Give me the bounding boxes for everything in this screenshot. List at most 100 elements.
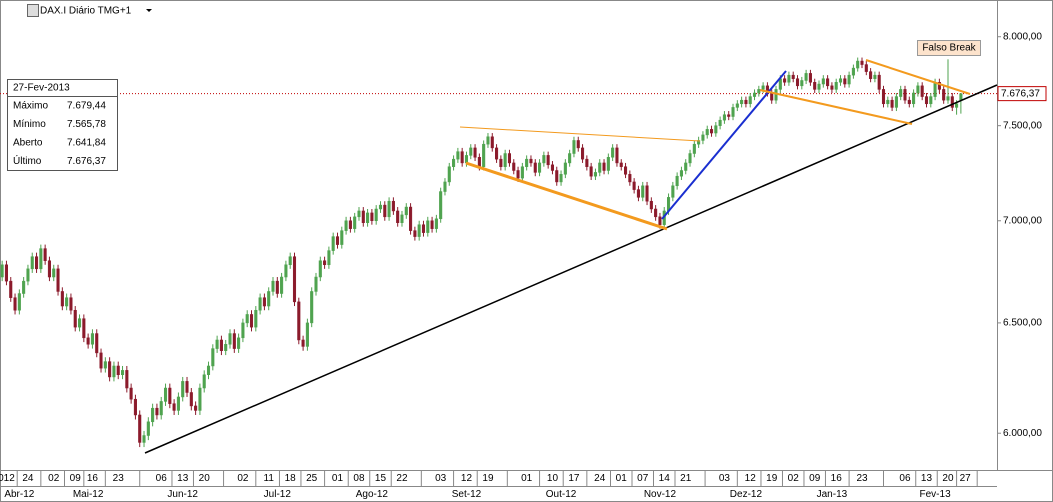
candle-body [869, 71, 873, 79]
candle-body [52, 268, 56, 278]
candle-body [473, 147, 477, 158]
candle-body [533, 162, 537, 173]
candle-body [60, 291, 64, 307]
candle-body [452, 158, 456, 167]
candle-body [791, 74, 795, 79]
candle-body [138, 414, 142, 443]
candle-body [99, 352, 103, 369]
candle-body [886, 99, 890, 105]
candle-body [606, 157, 610, 171]
candle-body [249, 314, 254, 328]
candle-body [73, 309, 77, 328]
candle-body [370, 212, 374, 222]
candle-body [826, 78, 830, 87]
x-tick-label: 03 [435, 473, 447, 484]
x-tick-label: 19 [766, 473, 778, 484]
candle-body [108, 361, 112, 378]
candle-body [821, 78, 825, 85]
x-tick-label: 17 [568, 473, 580, 484]
x-tick-label: 02 [237, 473, 249, 484]
dropdown-arrow[interactable] [146, 9, 152, 12]
candle-body [194, 405, 198, 411]
candle-body [722, 114, 726, 121]
candle-body [176, 396, 180, 411]
month-label: Ago-12 [356, 489, 389, 500]
candle-body [47, 260, 51, 278]
candle-body [955, 103, 959, 108]
candle-body [499, 158, 503, 167]
month-label: Jul-12 [264, 489, 292, 500]
candle-body [632, 181, 636, 190]
candle-body [525, 158, 529, 167]
x-tick-label: 09 [70, 473, 82, 484]
candle-body [434, 218, 438, 229]
candle-body [581, 147, 585, 160]
candle-body [477, 157, 481, 167]
candle-body [538, 162, 542, 173]
candle-body [679, 170, 683, 177]
candle-body [146, 421, 150, 436]
candle-body [830, 85, 834, 90]
candle-body [555, 170, 559, 183]
candle-body [340, 230, 344, 245]
candle-body [206, 365, 211, 376]
candle-body [13, 297, 17, 311]
candle-body [361, 210, 365, 223]
y-tick-label: 7.500,00 [1003, 120, 1042, 131]
candle-body [572, 140, 576, 154]
y-tick-label: 8.000,00 [1003, 31, 1042, 42]
candle-body [851, 67, 855, 76]
x-tick-label: 19 [482, 473, 494, 484]
candle-body [301, 339, 305, 347]
candle-body [735, 103, 739, 108]
candle-body [482, 143, 486, 167]
info-date: 27-Fev-2013 [13, 83, 70, 94]
candle-body [486, 136, 490, 145]
candle-body [877, 74, 881, 90]
candle-body [318, 260, 322, 278]
candle-body [800, 80, 804, 87]
y-tick-label: 6.000,00 [1003, 428, 1042, 439]
candle-body [271, 280, 275, 292]
x-tick-label: 20 [199, 473, 211, 484]
candle-body [757, 89, 761, 94]
candle-body [924, 96, 929, 105]
x-tick-label: 08 [353, 473, 365, 484]
x-tick-label: 01 [332, 473, 344, 484]
candle-body [585, 158, 589, 167]
y-tick-label: 6.500,00 [1003, 318, 1042, 329]
chart-title[interactable]: DAX.I Diário TMG+1 [40, 6, 132, 17]
candle-body [35, 256, 39, 270]
info-value: 7.641,84 [67, 138, 106, 149]
last-price-label: 7.676,37 [1001, 88, 1040, 99]
candle-body [916, 85, 920, 94]
candle-body [396, 210, 400, 223]
month-label: Jun-12 [167, 489, 198, 500]
candle-body [512, 162, 516, 171]
x-tick-label: 01 [616, 473, 628, 484]
candle-body [366, 212, 370, 223]
candle-body [469, 147, 473, 156]
candle-body [675, 175, 679, 187]
candle-body [421, 224, 426, 233]
month-label: Jan-13 [817, 489, 848, 500]
candle-body [864, 64, 868, 72]
x-tick-label: 24 [594, 473, 606, 484]
candle-body [456, 151, 460, 160]
candle-body [856, 60, 860, 69]
candle-body [267, 291, 271, 307]
candle-body [654, 208, 658, 218]
x-tick-label: 21 [680, 473, 692, 484]
candle-body [219, 339, 223, 351]
candle-body [43, 248, 47, 261]
candle-body [550, 164, 554, 171]
candle-body [903, 89, 907, 101]
candle-body [636, 189, 640, 198]
candle-body [946, 96, 950, 101]
candle-body [701, 134, 705, 141]
candle-body [692, 143, 696, 154]
month-label: Fev-13 [920, 489, 952, 500]
candle-body [787, 74, 791, 83]
x-tick-label: 20 [942, 473, 954, 484]
candle-body [641, 185, 645, 198]
